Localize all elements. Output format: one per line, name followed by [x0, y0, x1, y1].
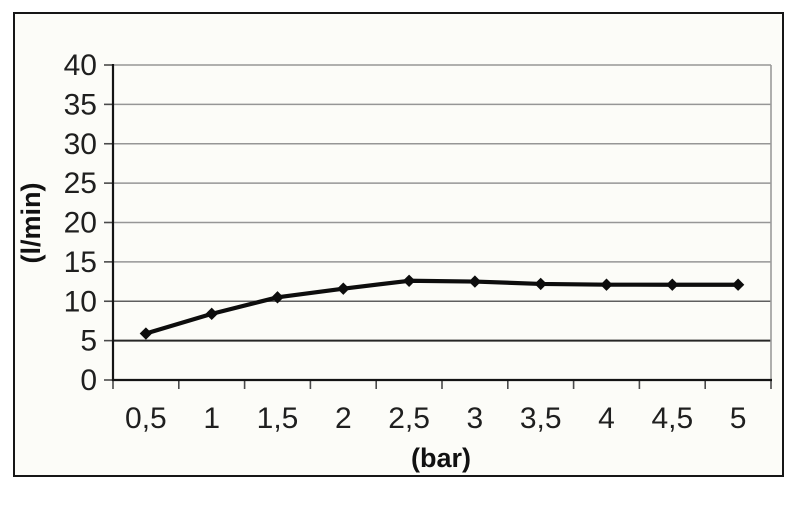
data-series-line	[143, 278, 741, 336]
y-axis-tick-label: 20	[64, 207, 97, 240]
x-axis-tick-label: 2,5	[388, 402, 430, 435]
ticks-group	[104, 64, 772, 389]
data-point-marker	[271, 291, 284, 304]
chart-frame	[13, 12, 784, 477]
data-point-marker	[205, 307, 218, 321]
data-point-marker	[468, 275, 482, 288]
y-axis-tick-label: 5	[80, 325, 97, 358]
gridlines-group	[113, 64, 772, 380]
x-axis-tick-label: 5	[730, 402, 747, 435]
x-axis-tick-label: 2	[335, 402, 352, 435]
x-axis-tick-label: 3	[467, 402, 484, 435]
y-axis-tick-label: 15	[64, 246, 97, 279]
data-point-marker	[666, 278, 679, 291]
y-axis-tick-label: 10	[64, 285, 97, 318]
x-axis-tick-label: 3,5	[520, 402, 562, 435]
y-axis-tick-label: 30	[64, 128, 97, 161]
x-axis-tick-label: 1	[203, 402, 220, 435]
y-axis-title: (l/min)	[16, 183, 46, 264]
data-series-group	[139, 274, 745, 340]
data-point-marker	[731, 278, 745, 291]
data-point-marker	[139, 327, 153, 340]
x-axis-tick-label: 4,5	[651, 402, 693, 435]
x-axis-title: (bar)	[411, 443, 471, 473]
x-axis-tick-label: 4	[598, 402, 615, 435]
y-axis-tick-label: 25	[64, 167, 97, 200]
axes-group	[111, 64, 772, 382]
data-point-marker	[534, 277, 547, 291]
data-point-marker	[600, 278, 613, 291]
tick-labels-group: 0 5 10 15 20 25 30 35 40 0,5 1 1,5 2 2,5 3 3,5 4 4,5 5	[64, 49, 747, 435]
y-axis-tick-label: 35	[64, 88, 97, 121]
y-axis-tick-label: 40	[64, 49, 97, 82]
x-axis-tick-label: 0,5	[125, 402, 167, 435]
x-axis-tick-label: 1,5	[257, 402, 299, 435]
data-point-marker	[337, 282, 350, 295]
y-axis-tick-label: 0	[80, 364, 97, 397]
data-point-marker	[402, 274, 416, 287]
